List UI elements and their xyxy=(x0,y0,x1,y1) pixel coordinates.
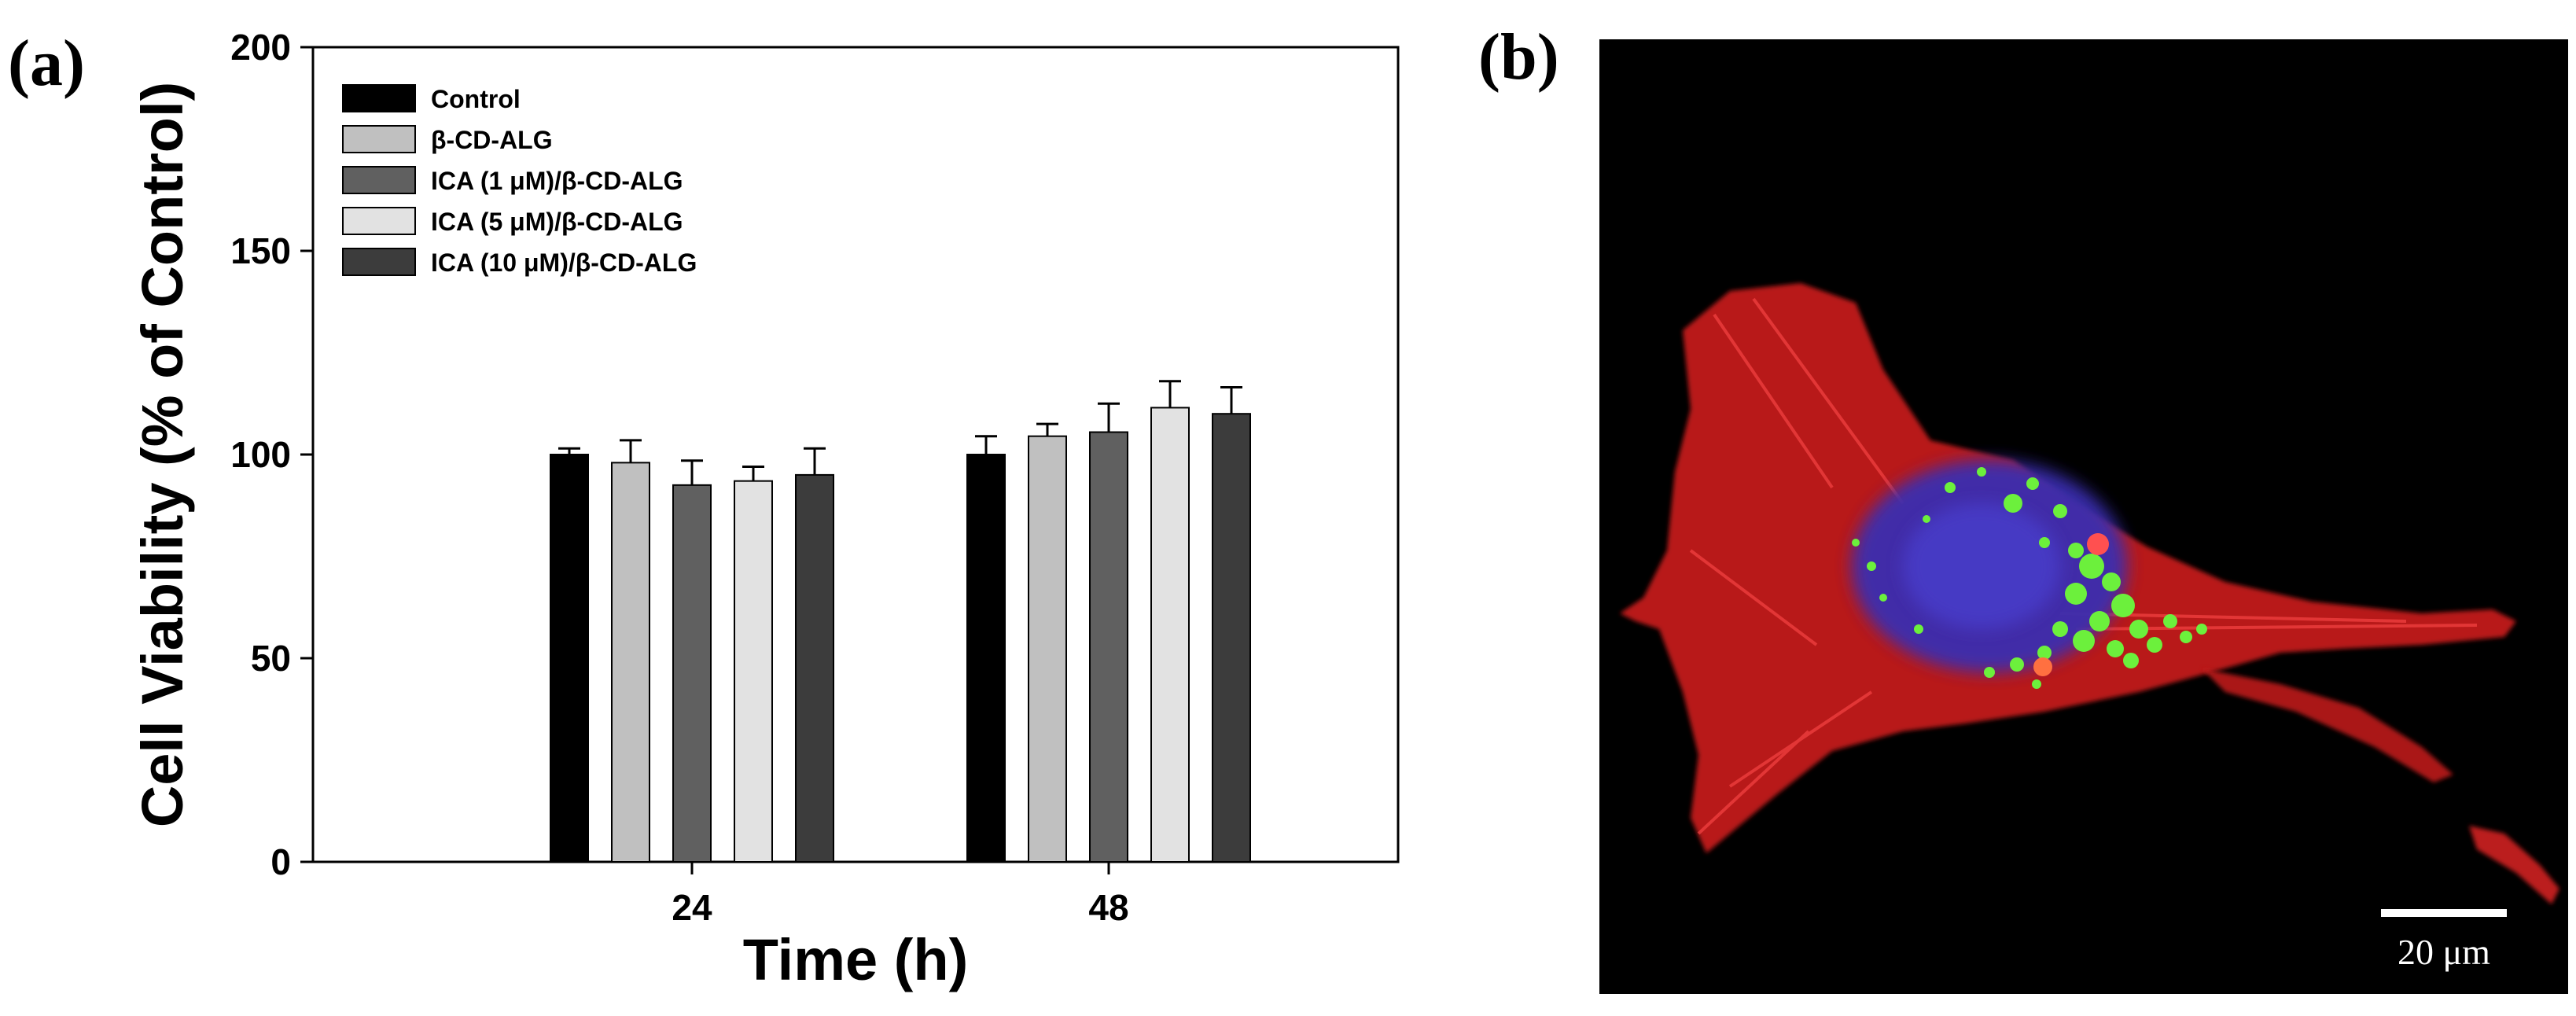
cell-protrusion-lower xyxy=(2202,668,2453,782)
cell-image xyxy=(1620,283,2559,904)
panel-a-label: (a) xyxy=(8,27,85,100)
bar xyxy=(1212,413,1251,863)
panel-b-label: (b) xyxy=(1478,20,1559,94)
legend-label: ICA (10 μM)/β-CD-ALG xyxy=(431,248,697,277)
legend-label: β-CD-ALG xyxy=(431,126,553,154)
x-tick-label: 24 xyxy=(672,887,712,928)
bar-series xyxy=(550,380,1251,863)
bar xyxy=(734,480,773,863)
y-axis-title: Cell Viability (% of Control) xyxy=(130,82,195,827)
y-tick-label: 0 xyxy=(270,841,291,882)
legend-swatch xyxy=(342,248,416,276)
legend-label: ICA (1 μM)/β-CD-ALG xyxy=(431,167,683,195)
legend-swatch xyxy=(342,207,416,235)
legend: Control β-CD-ALG ICA (1 μM)/β-CD-ALG ICA (5… xyxy=(342,84,697,277)
bar xyxy=(550,454,589,863)
bar xyxy=(672,484,712,863)
scale-bar-label: 20 μm xyxy=(2398,932,2490,972)
bar xyxy=(1028,435,1067,863)
y-tick-label: 150 xyxy=(230,230,291,271)
bar xyxy=(1150,407,1190,863)
scale-bar xyxy=(2381,909,2507,917)
legend-swatch xyxy=(342,166,416,194)
panel-a: (a) 0 50 100 150 200 24 48 Control β-CD-ALG ICA… xyxy=(8,27,1400,992)
legend-label: ICA (5 μM)/β-CD-ALG xyxy=(431,208,683,236)
legend-swatch xyxy=(342,125,416,153)
bar xyxy=(611,462,650,863)
y-tick-label: 50 xyxy=(251,638,291,679)
bright-spot xyxy=(2087,533,2109,555)
nanoparticles xyxy=(1852,467,2207,689)
nucleus-core xyxy=(1903,503,2060,629)
legend-label: Control xyxy=(431,85,521,113)
legend-swatch xyxy=(342,84,416,112)
y-axis: 0 50 100 150 200 xyxy=(230,27,313,882)
bright-spot-2 xyxy=(2033,657,2052,676)
x-axis-title: Time (h) xyxy=(743,927,968,992)
x-tick-label: 48 xyxy=(1088,887,1128,928)
bar xyxy=(795,473,834,863)
cell-fragment xyxy=(2469,826,2559,904)
bar xyxy=(1089,431,1128,863)
y-tick-label: 200 xyxy=(230,27,291,68)
x-axis: 24 48 xyxy=(672,862,1129,928)
panel-b: (b) xyxy=(1478,20,2568,994)
y-tick-label: 100 xyxy=(230,434,291,475)
bar xyxy=(966,454,1006,863)
